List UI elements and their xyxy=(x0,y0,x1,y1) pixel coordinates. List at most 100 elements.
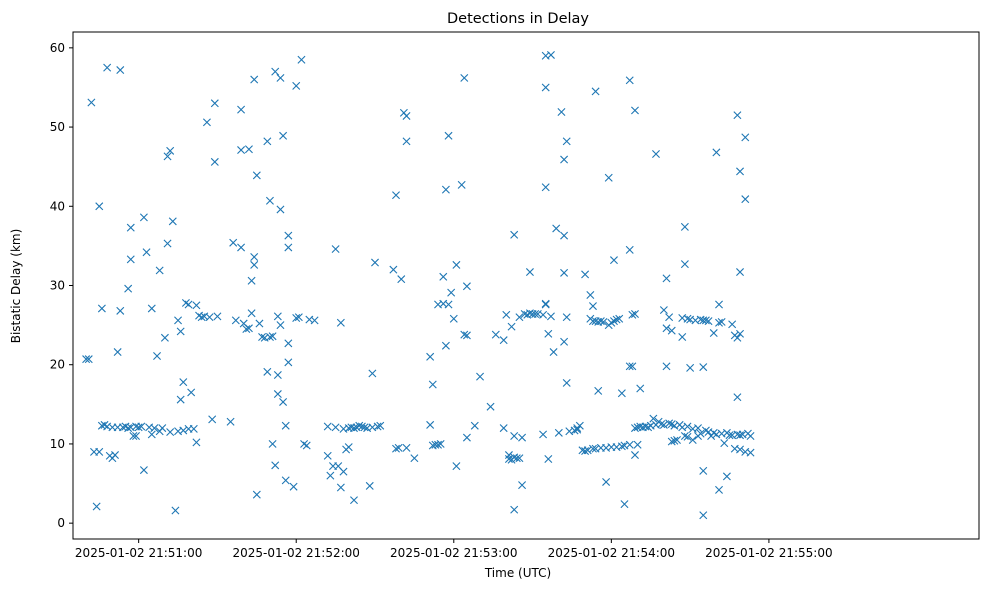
data-point xyxy=(179,378,188,387)
data-point xyxy=(213,312,222,321)
data-point xyxy=(281,421,290,430)
data-point xyxy=(615,314,624,323)
y-tick-label: 30 xyxy=(50,279,65,293)
data-point xyxy=(667,437,676,446)
data-point xyxy=(103,63,112,72)
data-point xyxy=(515,454,524,463)
data-point xyxy=(588,444,597,453)
data-point xyxy=(147,430,156,439)
data-point xyxy=(628,310,637,319)
y-axis-label: Bistatic Delay (km) xyxy=(9,229,23,344)
data-point xyxy=(678,333,687,341)
x-tick-label: 2025-01-02 21:53:00 xyxy=(390,546,517,560)
data-point xyxy=(686,363,695,372)
data-point xyxy=(575,421,584,430)
data-point xyxy=(273,312,282,321)
data-point xyxy=(715,318,724,327)
data-point xyxy=(297,55,306,64)
data-point xyxy=(625,245,634,254)
data-point xyxy=(116,306,125,315)
data-point xyxy=(539,310,548,319)
data-point xyxy=(725,431,734,440)
data-point xyxy=(273,371,282,380)
data-point xyxy=(247,276,256,285)
data-point xyxy=(208,415,217,424)
data-point xyxy=(539,430,548,439)
data-point xyxy=(733,393,742,402)
x-axis: 2025-01-02 21:51:00 2025-01-02 21:52:00 20… xyxy=(75,539,833,560)
data-point xyxy=(252,490,261,499)
data-point xyxy=(397,275,406,284)
data-point xyxy=(736,431,745,440)
data-point xyxy=(602,477,611,486)
data-point xyxy=(284,358,293,367)
data-point xyxy=(746,432,755,441)
data-point xyxy=(197,313,206,322)
data-point xyxy=(205,313,214,322)
data-point xyxy=(202,118,211,127)
data-point xyxy=(665,419,674,428)
data-point xyxy=(670,436,679,445)
data-point xyxy=(276,73,285,82)
data-point xyxy=(192,438,201,447)
x-tick-label: 2025-01-02 21:51:00 xyxy=(75,546,202,560)
data-point xyxy=(504,455,513,463)
data-point xyxy=(368,369,377,378)
data-point xyxy=(268,439,277,448)
data-point xyxy=(518,433,527,442)
data-point xyxy=(736,167,745,176)
data-point xyxy=(447,288,456,297)
data-point xyxy=(662,274,671,283)
data-point xyxy=(462,433,471,442)
data-point xyxy=(124,424,133,433)
data-point xyxy=(449,314,458,323)
data-point xyxy=(250,260,259,269)
data-point xyxy=(457,180,466,189)
data-point xyxy=(300,439,309,448)
data-point xyxy=(625,76,634,85)
data-point xyxy=(163,239,172,248)
data-point xyxy=(176,327,185,336)
data-point xyxy=(507,322,516,331)
data-point xyxy=(237,243,246,252)
y-tick-label: 60 xyxy=(50,41,65,55)
data-point xyxy=(741,133,750,142)
data-point xyxy=(176,395,185,404)
data-point xyxy=(231,316,240,325)
data-point xyxy=(612,315,621,324)
data-point xyxy=(546,50,555,59)
data-point xyxy=(271,461,280,470)
x-axis-label: Time (UTC) xyxy=(484,566,551,580)
data-point xyxy=(331,245,340,254)
data-point xyxy=(229,238,238,247)
data-point xyxy=(189,424,198,433)
data-point xyxy=(728,320,737,329)
data-point xyxy=(546,312,555,321)
data-point xyxy=(596,317,605,326)
data-point xyxy=(153,352,162,360)
data-point xyxy=(284,231,293,240)
data-point xyxy=(392,444,400,453)
data-point xyxy=(237,105,246,114)
data-point xyxy=(680,432,689,441)
data-point xyxy=(339,467,348,476)
data-point xyxy=(510,230,519,239)
data-point xyxy=(696,429,705,438)
data-point xyxy=(289,482,298,491)
data-point xyxy=(499,336,508,345)
data-point xyxy=(95,447,104,456)
data-point xyxy=(273,390,282,399)
data-point xyxy=(263,137,272,146)
data-point xyxy=(129,432,138,441)
data-point xyxy=(444,300,453,309)
data-point xyxy=(87,98,96,107)
data-point xyxy=(667,326,676,335)
data-point xyxy=(444,131,453,140)
data-point xyxy=(630,424,639,433)
data-point xyxy=(560,268,569,277)
data-point xyxy=(662,362,671,371)
data-point xyxy=(452,260,461,269)
data-point xyxy=(549,348,558,357)
data-point xyxy=(562,137,571,146)
data-point xyxy=(562,378,571,387)
